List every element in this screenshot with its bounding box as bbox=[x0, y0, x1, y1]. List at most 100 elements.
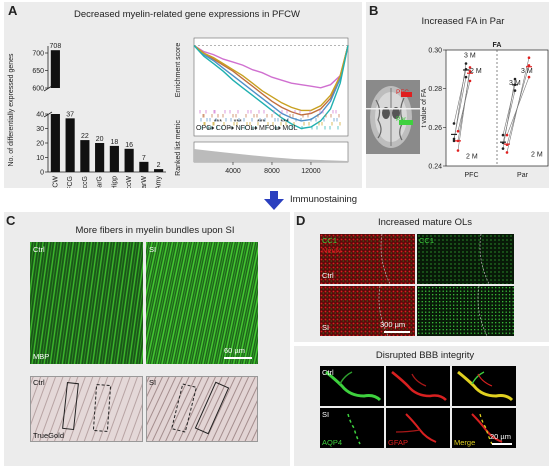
mbp-si-label: SI bbox=[149, 245, 157, 254]
stage-arrow-head bbox=[231, 126, 235, 130]
bar-ylabel: No. of differentially expressed genes bbox=[8, 53, 15, 167]
gsea-chart: OPC COP***NFOL***MFOL***MOL***4000 8000 120… bbox=[175, 37, 349, 176]
mbp-ctrl-label: Ctrl bbox=[33, 245, 45, 254]
bar bbox=[154, 169, 164, 172]
d-ctrl-label: Ctrl bbox=[322, 271, 334, 280]
fa-point bbox=[464, 62, 468, 65]
fa-point bbox=[505, 151, 509, 154]
cc1-neun-ctrl-image bbox=[320, 234, 415, 284]
truegold-si-label: SI bbox=[149, 378, 157, 387]
bar-value-label: 22 bbox=[81, 133, 89, 140]
bar-category-label: PFCW bbox=[52, 176, 59, 188]
bar-category-label: OccG bbox=[82, 176, 89, 188]
fa-timepoint-label: 3 M bbox=[509, 80, 521, 87]
fa-category-label: Par bbox=[517, 172, 529, 179]
fa-ylabel: t value of FA bbox=[421, 88, 428, 127]
fa-ytick-label: 0.26 bbox=[428, 125, 442, 132]
panel-a-title: Decreased myelin-related gene expression… bbox=[74, 9, 300, 20]
aqp4-ctrl-image bbox=[320, 366, 384, 406]
bar-ytick-label: 700 bbox=[32, 51, 44, 58]
mbp-scale-label: 60 µm bbox=[224, 346, 245, 355]
d-scale-bottom-bar bbox=[492, 443, 512, 445]
merge-label: Merge bbox=[454, 438, 476, 447]
bar bbox=[50, 50, 60, 88]
mri-pfc-label: PFC bbox=[396, 89, 409, 96]
mri-par-label: Par bbox=[396, 116, 407, 123]
aqp4-si-image bbox=[320, 408, 384, 448]
d-si-label: SI bbox=[322, 323, 330, 332]
fa-point bbox=[456, 129, 460, 133]
panel-a-letter: A bbox=[8, 3, 18, 18]
fa-pair-line bbox=[506, 76, 530, 136]
fa-point bbox=[456, 149, 460, 152]
fa-pair-line bbox=[453, 77, 467, 139]
fa-pair-line bbox=[502, 84, 516, 136]
bar-ytick-label: 30 bbox=[36, 126, 44, 133]
fa-point bbox=[464, 75, 468, 79]
bar bbox=[109, 145, 119, 172]
fa-point bbox=[452, 122, 456, 125]
bbb-ctrl-label: Ctrl bbox=[322, 368, 334, 377]
stage-label-mol: MOL bbox=[282, 125, 297, 132]
aqp4-label: AQP4 bbox=[322, 438, 343, 447]
fa-point bbox=[527, 75, 531, 79]
stage-arrow-head bbox=[255, 126, 258, 130]
d-scale-top-bar bbox=[384, 331, 410, 333]
gsea-line-nfol bbox=[193, 44, 349, 122]
panel-d-title-bottom: Disrupted BBB integrity bbox=[375, 350, 475, 361]
truegold-si-image bbox=[146, 376, 258, 442]
fa-timepoint-label: 2 M bbox=[466, 153, 478, 160]
fa-point bbox=[501, 133, 505, 137]
fa-point bbox=[452, 139, 456, 143]
bar bbox=[50, 114, 60, 172]
bar-value-label: 708 bbox=[50, 43, 62, 50]
cc1-label-merged: CC1 bbox=[322, 236, 338, 245]
gsea-line-mfol bbox=[193, 44, 349, 112]
fa-pair-line bbox=[453, 69, 467, 124]
fa-point bbox=[513, 77, 517, 81]
fa-timepoint-label: 3 M bbox=[464, 53, 476, 60]
fa-ytick-label: 0.28 bbox=[428, 86, 442, 93]
bar-value-label: 16 bbox=[125, 142, 133, 149]
bar-ytick-label: 40 bbox=[36, 112, 44, 119]
cc1-neun-si-image bbox=[320, 286, 415, 336]
stage-arrow-head bbox=[278, 126, 281, 130]
truegold-ctrl-label: Ctrl bbox=[33, 378, 45, 387]
down-arrow-icon bbox=[264, 191, 284, 210]
stage-significance: *** bbox=[234, 119, 242, 126]
stage-label-nfol: NFOL bbox=[236, 125, 255, 132]
stage-significance: *** bbox=[214, 119, 222, 126]
fa-point bbox=[513, 89, 517, 92]
ranked-metric-area bbox=[194, 149, 348, 162]
bar-axis-break-mark bbox=[43, 111, 53, 118]
stage-label-opc: OPC bbox=[196, 125, 211, 132]
panel-d-title-top: Increased mature OLs bbox=[378, 217, 472, 228]
fa-pair-line bbox=[502, 90, 516, 143]
mbp-stain-label: MBP bbox=[33, 352, 50, 361]
panel-b-letter: B bbox=[369, 3, 379, 18]
fa-point bbox=[501, 147, 505, 150]
panel-d-letter: D bbox=[296, 213, 306, 228]
fa-pair-line bbox=[457, 80, 471, 132]
bar-value-label: 7 bbox=[142, 155, 146, 162]
cc1-label: CC1 bbox=[419, 236, 435, 245]
bar-ytick-label: 600 bbox=[32, 86, 44, 93]
fa-point bbox=[505, 133, 509, 137]
bar bbox=[80, 140, 90, 172]
gsea-xtick-label: 8000 bbox=[264, 168, 280, 175]
mbp-ctrl-image bbox=[30, 242, 143, 364]
fa-ytick-label: 0.30 bbox=[428, 48, 442, 55]
bar-category-label: OccW bbox=[126, 176, 133, 188]
gsea-line-opc bbox=[193, 44, 349, 89]
gsea-xtick-label: 4000 bbox=[225, 168, 241, 175]
fa-point bbox=[468, 69, 472, 73]
fa-timepoint-label: 2 M bbox=[531, 151, 543, 158]
d-scale-top-label: 300 µm bbox=[380, 320, 406, 329]
bar-category-label: ParW bbox=[141, 176, 148, 188]
fa-pair-line bbox=[502, 78, 516, 149]
immunostaining-label: Immunostaining bbox=[290, 194, 358, 205]
gsea-line-cop bbox=[193, 44, 349, 116]
merge-ctrl-image bbox=[452, 366, 516, 406]
d-scale-bottom-label: 20 µm bbox=[490, 432, 511, 441]
mri-brain-image bbox=[366, 80, 420, 154]
